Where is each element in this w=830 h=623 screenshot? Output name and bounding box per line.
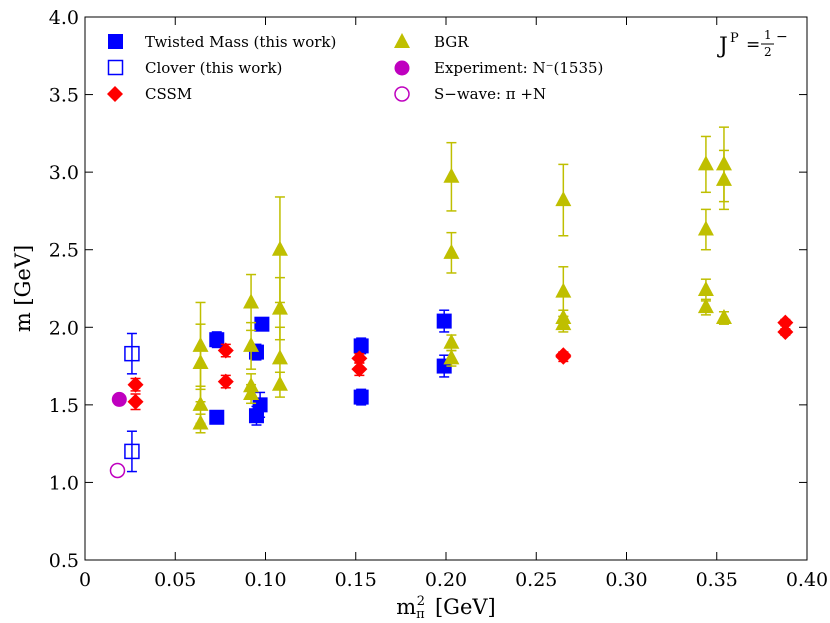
data-point-cssm	[351, 361, 368, 378]
data-point-cssm	[555, 347, 572, 364]
y-tick-label: 1.0	[49, 472, 79, 494]
data-point-cssm	[777, 323, 794, 340]
jp-j: J	[717, 34, 728, 59]
data-point-experiment	[111, 391, 127, 407]
legend-label-cssm: CSSM	[145, 85, 192, 103]
x-tick-label: 0.30	[605, 569, 647, 591]
data-point-bgr	[443, 243, 460, 259]
data-point-bgr	[697, 298, 714, 314]
data-point-bgr	[715, 308, 732, 324]
legend-entry-cssm: CSSM	[107, 85, 192, 103]
x-axis-title: mπ2 [GeV]	[396, 594, 496, 622]
data-point-bgr	[192, 395, 209, 411]
data-point-cssm	[127, 376, 144, 393]
legend-entry-clover: Clover (this work)	[107, 59, 282, 77]
data-point-clover	[124, 345, 140, 362]
jp-equals: =	[746, 35, 760, 55]
data-point-clover	[124, 443, 140, 460]
data-point-bgr	[697, 155, 714, 171]
x-tick-label: 0	[79, 569, 91, 591]
data-point-bgr	[555, 191, 572, 207]
y-tick-label: 3.0	[49, 162, 79, 184]
y-tick-label: 0.5	[49, 550, 79, 572]
data-point-bgr	[715, 155, 732, 171]
data-point-cssm	[127, 393, 144, 410]
legend-marker-s-wave	[394, 86, 410, 102]
jp-denominator: 2	[764, 45, 772, 59]
data-point-bgr	[243, 336, 260, 352]
data-point-twisted-mass	[252, 397, 268, 413]
data-point-cssm	[217, 373, 234, 390]
data-point-twisted-mass	[353, 338, 369, 354]
x-axis-title-unit: [GeV]	[435, 595, 496, 619]
data-point-twisted-mass	[209, 409, 225, 425]
legend-label-bgr: BGR	[434, 33, 469, 51]
y-axis-title: m [GeV]	[11, 245, 35, 332]
legend-entry-experiment: Experiment: N⁻(1535)	[394, 59, 603, 77]
data-point-bgr	[243, 377, 260, 393]
x-tick-label: 0.25	[515, 569, 557, 591]
legend-marker-twisted-mass	[108, 34, 123, 49]
y-tick-label: 3.5	[49, 85, 79, 107]
legend-label-experiment: Experiment: N⁻(1535)	[434, 59, 603, 77]
tick-labels: 0 0.05 0.10 0.15 0.20 0.25 0.30 0.35 0.40 0.5 1.0 1…	[49, 7, 828, 591]
data-point-bgr	[443, 349, 460, 365]
plot-frame	[84, 16, 808, 561]
legend-label-clover: Clover (this work)	[145, 59, 282, 77]
y-tick-label: 2.0	[49, 317, 79, 339]
x-axis-title-subscript: π	[416, 607, 425, 622]
data-point-cssm	[351, 350, 368, 367]
legend: Twisted Mass (this work) Clover (this wo…	[107, 33, 603, 103]
data-point-s-wave	[109, 462, 126, 479]
data-point-bgr	[443, 333, 460, 349]
data-point-twisted-mass	[254, 316, 270, 332]
y-tick-label: 1.5	[49, 395, 79, 417]
legend-entry-bgr: BGR	[394, 33, 469, 51]
data-point-twisted-mass	[436, 313, 452, 329]
x-tick-label: 0.15	[335, 569, 377, 591]
legend-marker-clover	[107, 59, 124, 76]
data-point-bgr	[697, 281, 714, 297]
jp-numerator: 1	[764, 28, 772, 42]
legend-label-twisted-mass: Twisted Mass (this work)	[145, 33, 336, 51]
legend-marker-cssm	[107, 86, 123, 102]
data-point-bgr	[443, 167, 460, 183]
y-tick-label: 2.5	[49, 240, 79, 262]
legend-marker-bgr	[394, 33, 410, 48]
data-point-cssm	[217, 342, 234, 359]
jp-p: P	[730, 31, 739, 46]
x-tick-label: 0.05	[154, 569, 196, 591]
legend-marker-experiment	[394, 60, 410, 76]
jp-sign: −	[776, 29, 788, 45]
legend-label-s-wave: S−wave: π +N	[434, 85, 546, 103]
x-tick-label: 0.20	[425, 569, 467, 591]
chart-marks	[109, 126, 794, 479]
legend-entry-twisted-mass: Twisted Mass (this work)	[108, 33, 336, 51]
data-point-bgr	[555, 282, 572, 298]
x-tick-label: 0.35	[696, 569, 738, 591]
x-axis-title-superscript: 2	[417, 594, 425, 609]
data-point-bgr	[697, 220, 714, 236]
x-tick-label: 0.10	[244, 569, 286, 591]
data-point-bgr	[192, 336, 209, 352]
data-point-twisted-mass	[353, 389, 369, 405]
data-point-cssm	[777, 314, 794, 331]
data-point-bgr	[271, 299, 288, 315]
legend-entry-s-wave: S−wave: π +N	[394, 85, 546, 103]
data-point-bgr	[271, 240, 288, 256]
x-tick-label: 0.40	[786, 569, 828, 591]
data-point-bgr	[271, 349, 288, 365]
x-axis-title-symbol: m	[396, 595, 416, 619]
data-point-twisted-mass	[209, 332, 225, 348]
jp-annotation: J P = 1 2 −	[717, 28, 788, 59]
data-point-bgr	[243, 293, 260, 309]
y-tick-label: 4.0	[49, 7, 79, 29]
